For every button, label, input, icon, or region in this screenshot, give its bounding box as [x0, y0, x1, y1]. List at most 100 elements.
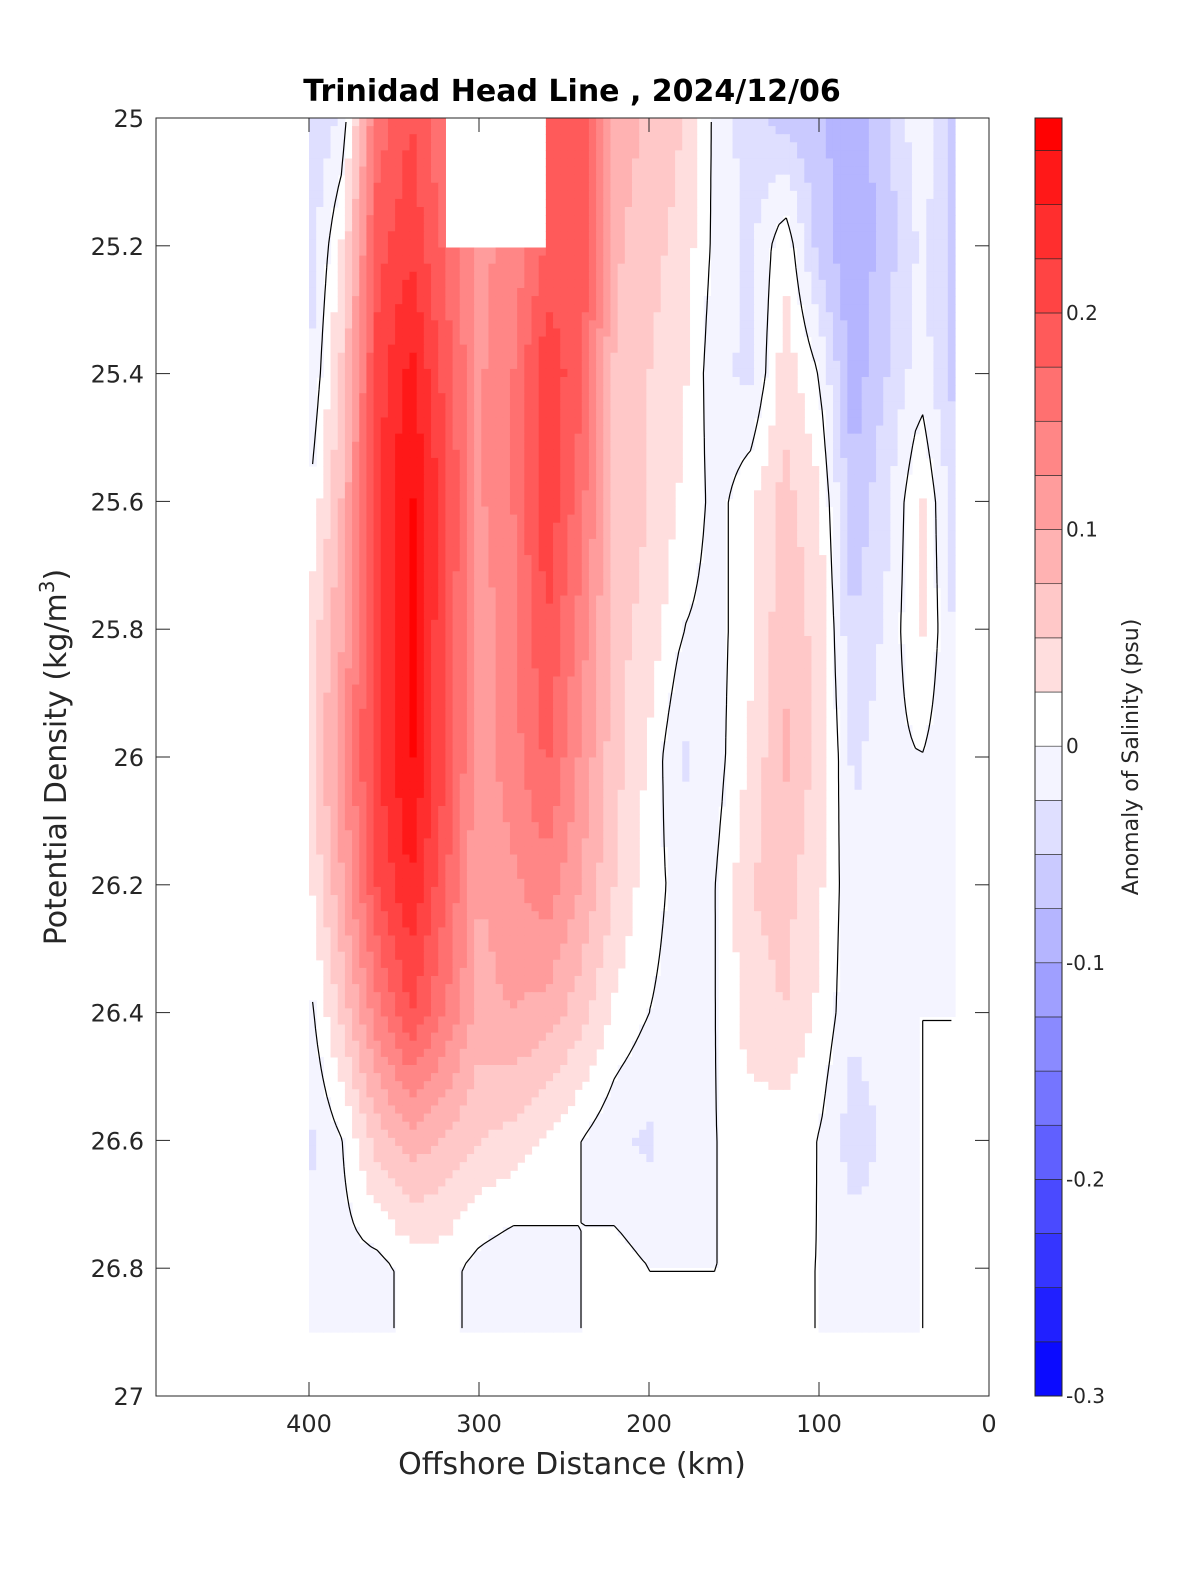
- contour-cell: [854, 555, 863, 564]
- contour-cell: [524, 498, 533, 508]
- contour-cell: [517, 530, 525, 540]
- contour-cell: [603, 385, 612, 394]
- contour-cell: [316, 312, 324, 321]
- contour-cell: [509, 287, 518, 297]
- contour-cell: [352, 320, 360, 330]
- contour-cell: [624, 555, 633, 564]
- contour-cell: [646, 530, 655, 540]
- contour-cell: [560, 563, 568, 572]
- contour-cell: [832, 409, 841, 419]
- contour-cell: [883, 287, 891, 297]
- contour-cell: [904, 231, 913, 241]
- contour-cell: [466, 546, 475, 556]
- contour-cell: [617, 538, 626, 548]
- contour-cell: [947, 603, 956, 613]
- contour-cell: [610, 409, 619, 419]
- contour-cell: [883, 255, 891, 265]
- contour-cell: [459, 555, 468, 564]
- contour-cell: [632, 611, 640, 621]
- contour-cell: [703, 385, 712, 394]
- contour-cell: [624, 595, 633, 605]
- contour-cell: [926, 328, 935, 338]
- contour-cell: [854, 368, 863, 378]
- contour-cell: [818, 239, 827, 249]
- contour-cell: [832, 215, 841, 224]
- contour-cell: [639, 619, 647, 629]
- contour-cell: [832, 279, 841, 289]
- contour-cell: [782, 368, 791, 378]
- contour-cell: [718, 320, 726, 330]
- contour-cell: [509, 377, 518, 386]
- contour-cell: [847, 174, 856, 184]
- contour-cell: [639, 514, 647, 524]
- contour-cell: [782, 514, 791, 524]
- contour-cell: [495, 320, 504, 330]
- contour-cell: [761, 296, 769, 305]
- contour-cell: [782, 150, 791, 160]
- contour-cell: [797, 425, 805, 435]
- contour-cell: [639, 239, 647, 249]
- contour-cell: [431, 198, 439, 208]
- contour-cell: [524, 312, 533, 321]
- contour-cell: [804, 263, 813, 273]
- contour-cell: [452, 474, 461, 483]
- contour-cell: [718, 579, 726, 589]
- contour-cell: [675, 271, 683, 281]
- contour-cell: [897, 190, 906, 200]
- contour-cell: [703, 627, 712, 637]
- contour-cell: [847, 190, 856, 200]
- contour-cell: [725, 166, 734, 176]
- contour-cell: [876, 425, 884, 435]
- contour-cell: [854, 466, 863, 475]
- contour-cell: [352, 279, 360, 289]
- contour-cell: [840, 587, 848, 597]
- contour-cell: [883, 118, 891, 127]
- contour-cell: [545, 247, 554, 257]
- contour-cell: [373, 190, 382, 200]
- contour-cell: [560, 401, 568, 410]
- contour-cell: [761, 579, 769, 589]
- contour-cell: [789, 215, 798, 224]
- contour-cell: [517, 279, 525, 289]
- contour-cell: [553, 385, 561, 394]
- contour-cell: [639, 215, 647, 224]
- contour-cell: [775, 619, 784, 629]
- contour-cell: [596, 126, 604, 135]
- contour-cell: [754, 409, 762, 419]
- contour-cell: [474, 344, 482, 354]
- contour-cell: [402, 190, 411, 200]
- contour-cell: [517, 498, 525, 508]
- contour-cell: [832, 538, 841, 548]
- contour-cell: [825, 474, 834, 483]
- contour-cell: [337, 377, 346, 386]
- contour-cell: [947, 320, 956, 330]
- contour-cell: [883, 587, 891, 597]
- contour-cell: [438, 142, 446, 151]
- contour-cell: [352, 134, 360, 143]
- contour-cell: [560, 328, 568, 338]
- contour-cell: [854, 433, 863, 443]
- contour-cell: [380, 182, 389, 192]
- contour-cell: [847, 514, 856, 524]
- contour-cell: [352, 603, 360, 613]
- contour-cell: [416, 409, 425, 419]
- contour-cell: [524, 320, 533, 330]
- contour-cell: [466, 360, 475, 370]
- contour-cell: [675, 385, 683, 394]
- contour-cell: [452, 287, 461, 297]
- contour-cell: [854, 215, 863, 224]
- contour-cell: [911, 417, 920, 427]
- contour-cell: [904, 328, 913, 338]
- contour-cell: [560, 587, 568, 597]
- contour-cell: [495, 546, 504, 556]
- contour-cell: [373, 490, 382, 500]
- contour-cell: [911, 126, 920, 135]
- contour-cell: [876, 360, 884, 370]
- contour-cell: [588, 296, 597, 305]
- contour-cell: [495, 441, 504, 451]
- contour-cell: [596, 239, 604, 249]
- contour-cell: [574, 441, 583, 451]
- contour-cell: [431, 587, 439, 597]
- contour-cell: [804, 441, 813, 451]
- contour-cell: [409, 198, 418, 208]
